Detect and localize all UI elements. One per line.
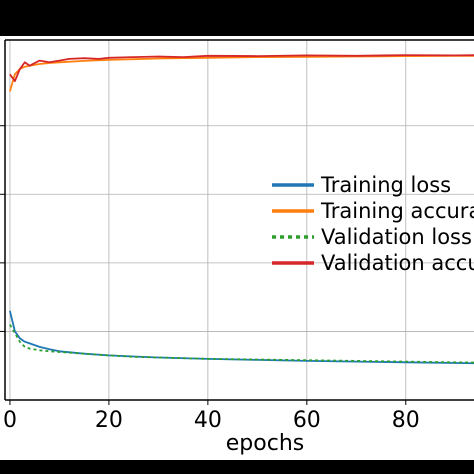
series-line-validation-loss (9, 324, 474, 364)
legend-label: Training accuracy (320, 199, 474, 223)
top-band (0, 0, 474, 36)
grid (5, 40, 474, 400)
series-line-validation-accuracy (9, 54, 474, 82)
x-tick-label: 40 (194, 408, 222, 433)
x-tick-label: 80 (392, 408, 420, 433)
x-axis-label: epochs (226, 431, 304, 456)
bottom-band (0, 460, 474, 474)
x-tick-label: 60 (293, 408, 321, 433)
series-line-training-loss (9, 310, 474, 365)
legend-label: Training loss (320, 173, 451, 197)
legend-label: Validation accuracy (321, 251, 474, 275)
x-tick-label: 0 (3, 408, 17, 433)
x-tick-label: 20 (95, 408, 123, 433)
series-lines (9, 54, 474, 365)
tick-labels: 0 20 40 60 80 (3, 408, 420, 433)
legend-label: Validation loss (321, 225, 472, 249)
